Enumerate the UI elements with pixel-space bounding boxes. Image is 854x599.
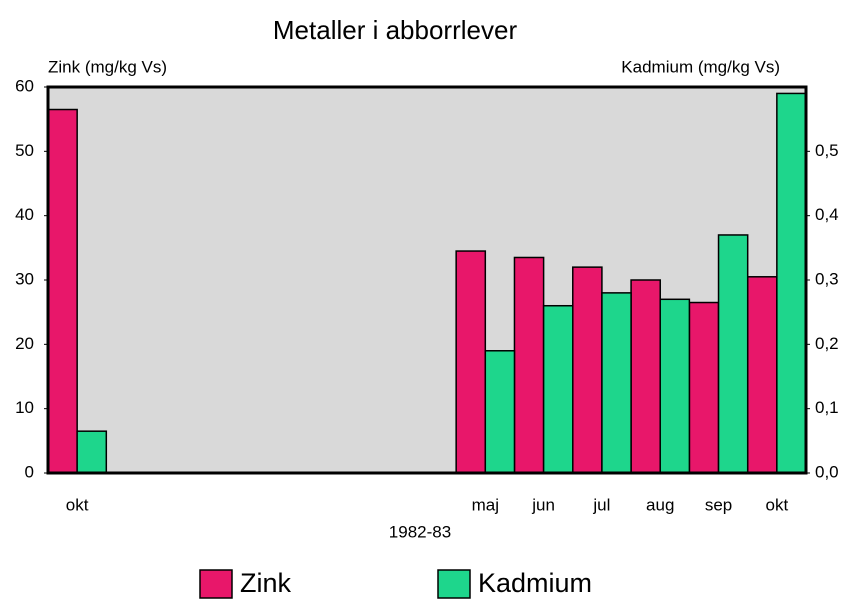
y2-tick-label: 0,0 [815, 462, 839, 481]
x-tick-label: maj [472, 495, 499, 514]
bar [630, 279, 661, 474]
y-tick-label: 30 [15, 269, 34, 288]
y2-tick-label: 0,4 [815, 205, 839, 224]
x-tick-label: sep [705, 495, 732, 514]
bar [484, 350, 516, 474]
y-tick-label: 60 [15, 76, 34, 95]
chart-title: Metaller i abborrlever [273, 15, 518, 45]
bar [776, 92, 807, 474]
y-tick-label: 40 [15, 205, 34, 224]
bar [717, 234, 749, 474]
y-tick-label: 0 [25, 462, 34, 481]
y-tick-label: 20 [15, 334, 34, 353]
y2-tick-label: 0,1 [815, 398, 839, 417]
bar [542, 304, 574, 474]
y-tick-label: 10 [15, 398, 34, 417]
x-tick-label: okt [66, 495, 89, 514]
bar [601, 292, 632, 474]
legend-swatch [437, 569, 471, 599]
x-tick-label: jun [531, 495, 555, 514]
y2-tick-label: 0,3 [815, 269, 839, 288]
y2-axis-label: Kadmium (mg/kg Vs) [621, 57, 780, 76]
bar [572, 266, 603, 474]
x-tick-label: okt [766, 495, 789, 514]
y-tick-label: 50 [15, 141, 34, 160]
legend-label: Zink [240, 568, 292, 598]
plot-border [46, 85, 808, 475]
y2-tick-label: 0,5 [815, 141, 839, 160]
bar [455, 250, 487, 474]
legend-label: Kadmium [478, 568, 592, 598]
legend-swatch [199, 569, 233, 599]
bar [513, 256, 545, 474]
x-axis-label: 1982-83 [389, 522, 451, 541]
x-tick-label: aug [646, 495, 674, 514]
y-axis-label: Zink (mg/kg Vs) [48, 57, 167, 76]
bar [47, 108, 78, 474]
bar [76, 430, 108, 474]
x-tick-label: jul [592, 495, 610, 514]
y2-tick-label: 0,2 [815, 334, 839, 353]
bar [746, 276, 778, 474]
bar [688, 301, 720, 474]
bar [659, 298, 691, 474]
